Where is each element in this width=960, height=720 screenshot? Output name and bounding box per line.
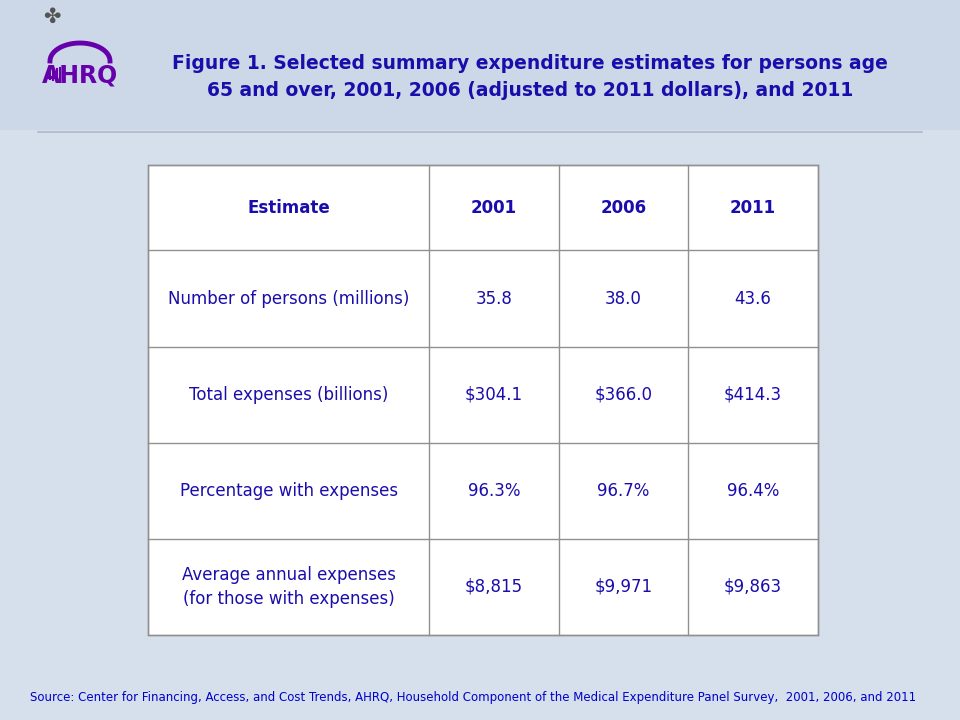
Text: 96.4%: 96.4% [727, 482, 780, 500]
Text: Estimate: Estimate [248, 199, 330, 217]
Text: 38.0: 38.0 [605, 289, 642, 307]
Bar [0, 0, 960, 130]
Text: Source: Center for Financing, Access, and Cost Trends, AHRQ, Household Component: Source: Center for Financing, Access, an… [30, 690, 916, 703]
Text: $304.1: $304.1 [465, 386, 523, 404]
Text: $8,815: $8,815 [465, 578, 523, 596]
Text: $9,971: $9,971 [594, 578, 653, 596]
Text: 96.7%: 96.7% [597, 482, 650, 500]
Text: $414.3: $414.3 [724, 386, 782, 404]
Text: $366.0: $366.0 [594, 386, 653, 404]
Text: Average annual expenses
(for those with expenses): Average annual expenses (for those with … [181, 566, 396, 608]
Text: Figure 1. Selected summary expenditure estimates for persons age
65 and over, 20: Figure 1. Selected summary expenditure e… [172, 54, 888, 100]
Text: Percentage with expenses: Percentage with expenses [180, 482, 397, 500]
Text: Number of persons (millions): Number of persons (millions) [168, 289, 409, 307]
Bar [148, 165, 818, 635]
Text: 2006: 2006 [600, 199, 646, 217]
Text: AHRQ: AHRQ [42, 63, 118, 87]
Text: Total expenses (billions): Total expenses (billions) [189, 386, 389, 404]
Text: 43.6: 43.6 [734, 289, 772, 307]
Text: ✤: ✤ [43, 7, 60, 27]
Text: 2001: 2001 [471, 199, 517, 217]
Text: 35.8: 35.8 [475, 289, 513, 307]
Text: $9,863: $9,863 [724, 578, 782, 596]
Text: 96.3%: 96.3% [468, 482, 520, 500]
Text: 2011: 2011 [730, 199, 776, 217]
